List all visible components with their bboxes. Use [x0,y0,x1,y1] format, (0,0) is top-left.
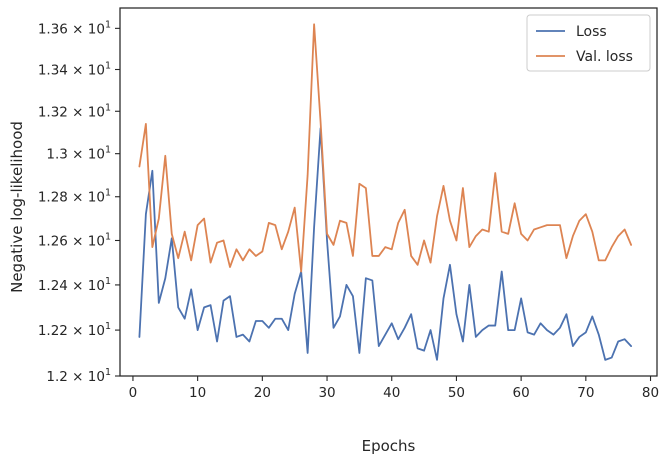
x-tick-label-0: 0 [129,385,138,401]
y-tick-label-1-2: 1.2 × 101 [46,367,111,385]
legend-frame [526,14,651,72]
x-tick-label-10: 10 [189,385,206,401]
series-layer [138,23,633,361]
x-tick-label-60: 60 [513,385,530,401]
y-axis: 1.2 × 101 1.22 × 101 1.24 × 101 1.26 × 101 1… [38,19,120,385]
series-line-val-loss [138,23,633,273]
x-tick-label-20: 20 [254,385,271,401]
y-axis-label: Negative log-likelihood [8,121,26,293]
y-tick-label-1-24: 1.24 × 101 [38,276,111,294]
legend-label-val-loss: Val. loss [576,49,633,65]
plot-frame [119,7,658,377]
x-tick-label-30: 30 [318,385,335,401]
y-tick-label-1-3: 1.3 × 101 [46,145,111,163]
legend-label-loss: Loss [576,24,607,40]
x-tick-label-70: 70 [577,385,594,401]
series-line-loss [138,127,633,361]
y-tick-label-1-22: 1.22 × 101 [38,321,111,339]
x-tick-label-40: 40 [383,385,400,401]
legend: Loss Val. loss [526,14,651,72]
x-axis: 0 10 20 30 40 50 60 70 80 [129,376,659,401]
y-tick-label-1-28: 1.28 × 101 [38,188,111,206]
y-tick-label-1-26: 1.26 × 101 [38,231,111,249]
x-axis-label: Epochs [362,437,416,455]
y-tick-label-1-34: 1.34 × 101 [38,60,111,78]
y-tick-label-1-32: 1.32 × 101 [38,102,111,120]
x-tick-label-50: 50 [448,385,465,401]
y-tick-label-1-36: 1.36 × 101 [38,19,111,37]
x-tick-label-80: 80 [642,385,659,401]
